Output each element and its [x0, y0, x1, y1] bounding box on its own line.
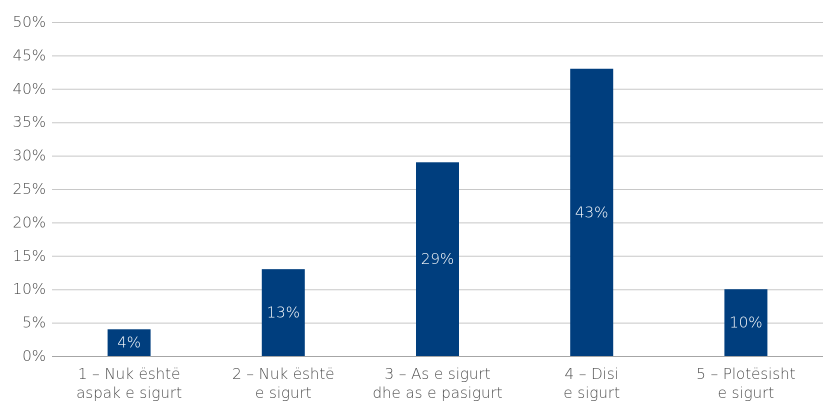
bar [570, 68, 614, 356]
y-tick-label: 15% [13, 247, 46, 265]
y-tick-label: 25% [13, 180, 46, 198]
y-tick-label: 0% [22, 347, 46, 365]
data-label: 29% [421, 250, 454, 268]
data-label: 43% [575, 203, 608, 221]
data-labels: 4% 13% 29% 43% 10% [117, 203, 762, 351]
x-category-label: aspak e sigurt [76, 384, 182, 402]
x-category-label: e sigurt [718, 384, 775, 402]
data-label: 13% [267, 304, 300, 322]
x-category-label: 2 – Nuk është [232, 365, 334, 383]
y-axis-ticks: 0% 5% 10% 15% 20% 25% 30% 35% 40% 45% 50% [13, 13, 46, 365]
y-tick-label: 50% [13, 13, 46, 31]
x-category-label: e sigurt [255, 384, 312, 402]
data-label: 4% [117, 334, 141, 352]
bars [107, 68, 768, 356]
bar [416, 162, 459, 356]
y-tick-label: 5% [22, 314, 46, 332]
x-category-label: 5 – Plotësisht [696, 365, 795, 383]
y-tick-label: 35% [13, 113, 46, 131]
x-category-label: 3 – As e sigurt [385, 365, 491, 383]
y-tick-label: 40% [13, 80, 46, 98]
x-category-label: 4 – Disi [565, 365, 619, 383]
y-tick-label: 30% [13, 147, 46, 165]
y-tick-label: 10% [13, 280, 46, 298]
data-label: 10% [729, 314, 762, 332]
y-tick-label: 20% [13, 213, 46, 231]
x-category-label: e sigurt [563, 384, 620, 402]
x-category-label: dhe as e pasigurt [372, 384, 502, 402]
bar [724, 289, 768, 356]
y-tick-label: 45% [13, 46, 46, 64]
x-category-label: 1 – Nuk është [78, 365, 180, 383]
bar [107, 329, 151, 356]
bar [261, 269, 305, 356]
